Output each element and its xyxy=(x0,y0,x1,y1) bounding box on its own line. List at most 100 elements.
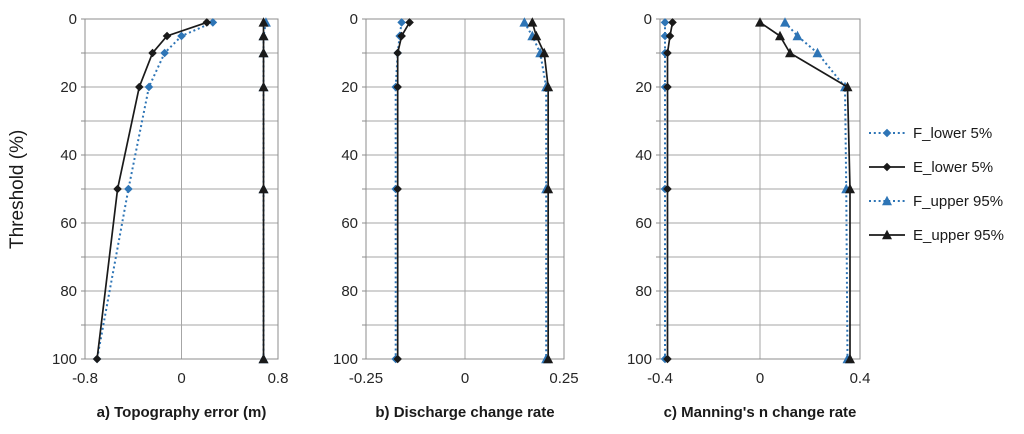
plot-frame xyxy=(84,18,279,360)
series-marker xyxy=(543,81,554,92)
y-tick-label: 20 xyxy=(60,79,77,96)
series-line xyxy=(96,21,208,360)
x-tick-label: 0 xyxy=(177,370,185,387)
x-tick-label: 0 xyxy=(461,370,469,387)
series-marker xyxy=(543,183,554,194)
x-tick-label: 0.4 xyxy=(850,370,871,387)
series-marker xyxy=(543,353,554,364)
series-marker xyxy=(519,17,530,27)
y-tick-label: 80 xyxy=(60,283,77,300)
legend-swatch-e-upper-icon xyxy=(869,229,905,240)
series-marker xyxy=(258,353,269,364)
series-marker xyxy=(775,30,785,41)
series-marker xyxy=(177,31,186,41)
panel-topography-error: 0 20 40 60 80 100 -0.8 0 0.8 a) Topography error… xyxy=(45,10,292,421)
series-e-upper xyxy=(755,17,855,364)
series-marker xyxy=(531,30,542,41)
series-marker xyxy=(755,17,765,27)
series-marker xyxy=(393,48,402,58)
series-line xyxy=(96,21,214,360)
y-tick-label: 20 xyxy=(341,79,358,96)
legend-item-e-upper: E_upper 95% xyxy=(868,218,1004,252)
panel-b-plot: 0 20 40 60 80 100 -0.25 0 0.25 xyxy=(333,11,578,387)
x-tick-label: -0.25 xyxy=(349,370,383,387)
series-marker xyxy=(882,162,892,172)
series-line xyxy=(784,21,849,360)
x-tick-label: -0.4 xyxy=(647,370,673,387)
y-tick-label: 80 xyxy=(635,283,652,300)
series-marker xyxy=(144,82,154,92)
legend-item-e-lower: E_lower 5% xyxy=(868,150,1004,184)
legend-swatch-f-upper-icon xyxy=(869,195,905,206)
plot-frame xyxy=(365,18,565,360)
series-marker xyxy=(882,195,892,206)
panel-discharge-change-rate: 0 20 40 60 80 100 -0.25 0 0.25 b) Discharge chan… xyxy=(326,10,578,421)
series-marker xyxy=(208,18,218,27)
series-marker xyxy=(405,18,414,27)
series-marker xyxy=(792,30,803,41)
series-marker xyxy=(539,47,550,58)
series-marker xyxy=(842,81,853,92)
series-e-upper xyxy=(258,17,269,364)
y-tick-label: 0 xyxy=(69,11,77,28)
legend-item-f-upper: F_upper 95% xyxy=(868,184,1004,218)
legend-swatch-e-lower-icon xyxy=(869,162,905,172)
y-tick-label: 40 xyxy=(635,147,652,164)
legend: F_lower 5% E_lower 5% F_upper 95% E_uppe… xyxy=(868,116,1004,252)
series-marker xyxy=(258,30,269,41)
series-f-lower xyxy=(92,18,218,364)
series-marker xyxy=(258,17,269,27)
series-marker xyxy=(882,229,892,240)
panel-c-title: c) Manning's n change rate xyxy=(663,404,857,421)
panel-b-title: b) Discharge change rate xyxy=(375,404,555,421)
y-tick-label: 60 xyxy=(60,215,77,232)
series-marker xyxy=(845,353,855,364)
series-line xyxy=(759,21,851,359)
series-marker xyxy=(258,81,269,92)
y-tick-label: 0 xyxy=(644,11,652,28)
y-tick-label: 40 xyxy=(60,147,77,164)
panel-a-title: a) Topography error (m) xyxy=(96,404,267,421)
series-marker xyxy=(780,17,790,27)
y-tick-label: 0 xyxy=(350,11,358,28)
series-marker xyxy=(882,128,892,138)
y-tick-label: 80 xyxy=(341,283,358,300)
series-e-upper xyxy=(527,17,554,364)
series-marker xyxy=(258,47,269,58)
legend-swatch-f-lower-icon xyxy=(869,128,905,138)
legend-label-e-lower: E_lower 5% xyxy=(913,158,994,176)
legend-label-f-lower: F_lower 5% xyxy=(913,124,993,142)
series-marker xyxy=(148,48,157,58)
y-tick-label: 60 xyxy=(341,215,358,232)
x-tick-label: 0.25 xyxy=(549,370,578,387)
series-e-lower xyxy=(92,18,212,364)
series-marker xyxy=(785,47,795,58)
y-tick-label: 100 xyxy=(52,351,77,368)
x-tick-label: 0 xyxy=(756,370,764,387)
legend-label-f-upper: F_upper 95% xyxy=(913,192,1004,210)
series-marker xyxy=(665,31,675,41)
series-marker xyxy=(124,184,133,194)
series-marker xyxy=(812,47,823,58)
panel-mannings-n-change-rate: 0 20 40 60 80 100 -0.4 0 0.4 c) Manning's n chan… xyxy=(620,10,874,421)
y-tick-label: 100 xyxy=(627,351,652,368)
series-marker xyxy=(845,183,855,194)
panel-a-plot: 0 20 40 60 80 100 -0.8 0 0.8 xyxy=(52,11,289,387)
y-tick-label: 60 xyxy=(635,215,652,232)
series-marker xyxy=(202,18,212,27)
series-marker xyxy=(393,82,402,92)
series-marker xyxy=(160,48,169,58)
y-tick-label: 100 xyxy=(333,351,358,368)
series-marker xyxy=(134,82,144,92)
series-marker xyxy=(258,183,269,194)
y-tick-label: 40 xyxy=(341,147,358,164)
y-tick-label: 20 xyxy=(635,79,652,96)
legend-item-f-lower: F_lower 5% xyxy=(868,116,1004,150)
x-tick-label: 0.8 xyxy=(268,370,289,387)
series-marker xyxy=(393,354,402,364)
legend-label-e-upper: E_upper 95% xyxy=(913,226,1004,244)
panel-c-plot: 0 20 40 60 80 100 -0.4 0 0.4 xyxy=(627,11,871,387)
y-axis-title: Threshold (%) xyxy=(7,129,28,249)
series-marker xyxy=(92,354,102,364)
